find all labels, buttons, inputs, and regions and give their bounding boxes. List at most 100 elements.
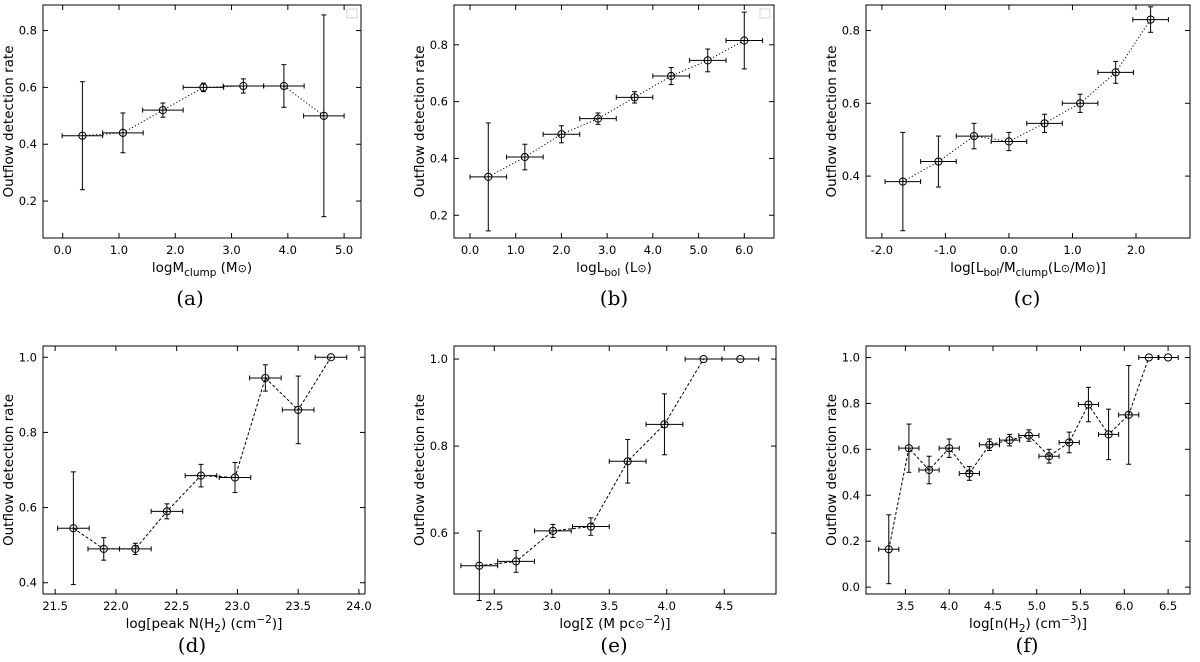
y-tick-label: 0.6 [842, 96, 860, 110]
x-tick-label: 0.0 [1000, 243, 1018, 257]
x-axis-label: log[Σ (M pc⊙−2)] [559, 614, 670, 632]
chart-panel-e: 2.5 3.0 3.5 4.0 4.5 0.6 0.8 1.0 Outflow detectio… [412, 345, 777, 657]
data-point [158, 106, 167, 115]
data-point [230, 473, 240, 482]
data-point [196, 471, 206, 480]
series-line [82, 85, 325, 137]
y-tick-label: 0.4 [430, 151, 448, 165]
data-point [1104, 430, 1113, 439]
data-point [660, 420, 669, 429]
series-line [479, 358, 741, 567]
plot-frame [865, 345, 1191, 595]
data-point [904, 444, 914, 453]
data-point [1146, 15, 1155, 24]
data-point [740, 36, 749, 45]
panel-label: (c) [1014, 286, 1041, 310]
data-point [1040, 119, 1049, 128]
y-tick-label: 0.2 [430, 208, 448, 222]
data-point [898, 177, 907, 186]
data-point [99, 544, 108, 554]
y-axis-label: Outflow detection rate [412, 45, 428, 197]
x-tick-label: 2.0 [166, 243, 184, 257]
series-line [73, 357, 332, 550]
data-point [965, 469, 974, 478]
x-tick-label: 24.0 [346, 599, 372, 613]
y-axis-label: Outflow detection rate [1, 394, 17, 546]
x-tick-label: 22.0 [103, 599, 129, 613]
y-axis-label: Outflow detection rate [412, 394, 428, 546]
y-tick-label: 1.0 [430, 352, 448, 366]
x-tick-label: 5.0 [689, 243, 707, 257]
x-tick-label: 22.5 [164, 599, 190, 613]
data-point [162, 507, 172, 516]
data-point [593, 114, 603, 123]
data-point [934, 157, 943, 166]
data-point [78, 131, 87, 140]
series-line [488, 40, 745, 178]
x-tick-label: 23.5 [285, 599, 311, 613]
series-line [902, 19, 1152, 183]
y-tick-label: 0.6 [430, 526, 448, 540]
plot-frame [453, 4, 775, 239]
data-point [703, 56, 712, 65]
x-tick-label: 3.0 [222, 243, 240, 257]
y-tick-label: 1.0 [19, 350, 37, 364]
y-tick-label: 0.8 [842, 396, 860, 410]
x-axis-label: log[Lbol/Mclump(L⊙/M⊙)] [950, 260, 1106, 279]
x-tick-label: 2.0 [1127, 243, 1145, 257]
x-tick-label: 4.0 [940, 599, 958, 613]
x-tick-label: 4.5 [715, 599, 733, 613]
series-line [888, 356, 1169, 550]
y-tick-label: 0.6 [19, 80, 37, 94]
y-tick-label: 0.6 [430, 95, 448, 109]
data-point [1124, 410, 1133, 419]
x-tick-label: 1.0 [1063, 243, 1081, 257]
x-tick-label: 2.5 [485, 599, 503, 613]
plot-frame [453, 345, 777, 595]
chart-panel-f: 3.5 4.0 4.5 5.0 5.5 6.0 6.5 0.0 0.2 0.4 0.6 0.8 1.0 O… [824, 345, 1191, 657]
x-tick-label: 21.5 [42, 599, 68, 613]
data-point [1144, 353, 1153, 362]
data-point [1005, 436, 1014, 445]
data-point [969, 131, 979, 141]
x-tick-label: 3.5 [896, 599, 914, 613]
data-point [475, 561, 484, 570]
data-point [261, 373, 270, 383]
data-point [699, 354, 708, 364]
x-tick-label: 5.0 [335, 243, 353, 257]
data-point [1075, 99, 1085, 108]
plot-frame [865, 4, 1191, 239]
y-tick-label: 0.6 [19, 501, 37, 515]
y-axis-label: Outflow detection rate [824, 45, 840, 197]
x-tick-label: 6.0 [1115, 599, 1133, 613]
chart-panel-b: 0.0 1.0 2.0 3.0 4.0 5.0 6.0 0.2 0.4 0.6 0.8Outflow… [412, 4, 775, 310]
x-tick-label: 1.0 [507, 243, 525, 257]
x-tick-label: -2.0 [871, 243, 893, 257]
data-point [512, 557, 521, 566]
plot-frame [42, 345, 366, 595]
y-tick-label: 0.2 [842, 534, 860, 548]
x-tick-label: 4.0 [658, 599, 676, 613]
legend-box [346, 8, 358, 19]
x-tick-label: 0.0 [461, 243, 479, 257]
y-tick-label: 0.8 [19, 425, 37, 439]
x-axis-label: log[n(H2) (cm−3)] [969, 614, 1087, 635]
legend-box [759, 8, 771, 19]
data-point [985, 440, 994, 449]
y-tick-label: 0.4 [842, 169, 860, 183]
y-tick-label: 0.8 [842, 23, 860, 37]
data-point [1004, 137, 1014, 146]
x-tick-label: 5.0 [1028, 599, 1046, 613]
data-point [1111, 68, 1120, 77]
data-point [118, 128, 128, 137]
x-tick-label: 1.0 [110, 243, 128, 257]
panel-label: (d) [178, 633, 206, 657]
plot-frame [42, 4, 362, 239]
x-tick-label: 3.0 [543, 599, 561, 613]
x-tick-label: 2.0 [552, 243, 570, 257]
y-tick-label: 0.4 [19, 576, 37, 590]
data-point [239, 81, 248, 91]
x-axis-label: logMclump (M⊙) [152, 260, 252, 279]
